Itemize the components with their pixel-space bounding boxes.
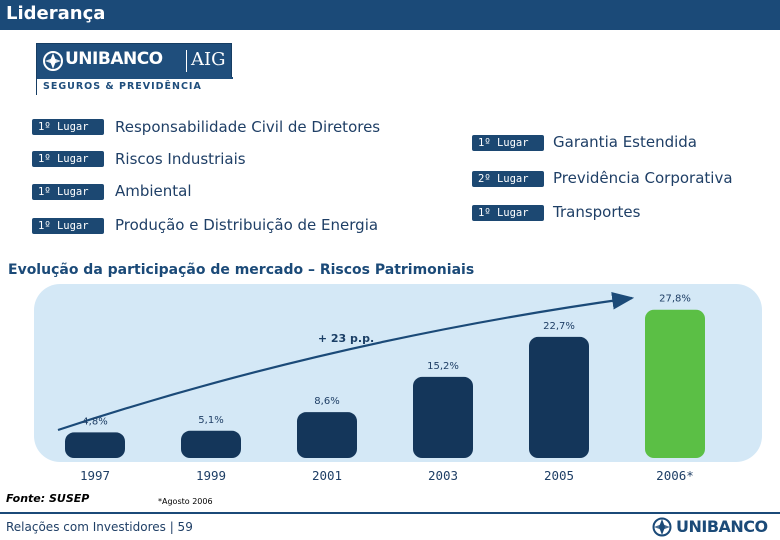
- data-label: 8,6%: [314, 396, 339, 407]
- unibanco-mark-icon: [43, 51, 63, 71]
- unibanco-aig-logo: UNIBANCO AIG SEGUROS & PREVIDÊNCIA: [36, 43, 233, 96]
- chart-panel: [34, 284, 762, 462]
- rank-badge: 1º Lugar: [472, 135, 544, 151]
- rank-badge: 1º Lugar: [32, 184, 104, 200]
- rank-label: Ambiental: [115, 182, 192, 200]
- x-tick-label: 2003: [428, 468, 458, 483]
- footer-brand: UNIBANCO: [676, 517, 768, 536]
- rank-label: Transportes: [553, 203, 641, 221]
- page-title: Liderança: [6, 3, 106, 24]
- footer-text: Relações com Investidores | 59: [6, 520, 193, 534]
- rank-badge: 1º Lugar: [32, 119, 104, 135]
- rank-label: Riscos Industriais: [115, 150, 246, 168]
- logo-top: UNIBANCO AIG: [37, 44, 233, 77]
- source-label: Fonte: SUSEP: [6, 492, 90, 505]
- data-label: 5,1%: [198, 415, 223, 426]
- logo-brand: UNIBANCO: [65, 49, 163, 69]
- logo-subtitle: SEGUROS & PREVIDÊNCIA: [43, 81, 202, 92]
- rank-badge: 1º Lugar: [472, 205, 544, 221]
- data-label: 15,2%: [427, 361, 459, 372]
- rank-badge: 2º Lugar: [472, 171, 544, 187]
- rank-badge: 1º Lugar: [32, 218, 104, 234]
- logo-bottom: SEGUROS & PREVIDÊNCIA: [37, 77, 233, 96]
- x-tick-label: 2006*: [656, 468, 694, 483]
- x-tick-label: 2001: [312, 468, 342, 483]
- bar-1999: [181, 430, 241, 458]
- rank-label: Garantia Estendida: [553, 133, 698, 151]
- section-title: Evolução da participação de mercado – Ri…: [8, 262, 475, 278]
- bar-2006: [645, 309, 705, 458]
- growth-annotation: + 23 p.p.: [318, 332, 374, 345]
- bar-2003: [413, 376, 473, 458]
- header-bar: Liderança: [0, 0, 780, 30]
- footer-logo: UNIBANCO: [652, 516, 776, 538]
- data-label: 4,8%: [82, 416, 107, 427]
- rank-label: Previdência Corporativa: [553, 169, 733, 187]
- rank-label: Produção e Distribuição de Energia: [115, 216, 379, 234]
- trend-arrow: [57, 292, 635, 432]
- bar-1997: [65, 432, 125, 458]
- footer-divider: [0, 512, 780, 514]
- x-tick-label: 1997: [80, 468, 110, 483]
- data-label: 22,7%: [543, 321, 575, 332]
- data-label: 27,8%: [659, 294, 691, 305]
- rank-badge: 1º Lugar: [32, 151, 104, 167]
- bar-2001: [297, 412, 357, 458]
- unibanco-mark-icon: [652, 517, 672, 537]
- x-tick-label: 1999: [196, 468, 226, 483]
- rank-label: Responsabilidade Civil de Diretores: [115, 118, 381, 136]
- bar-2005: [529, 336, 589, 458]
- footnote: *Agosto 2006: [158, 497, 213, 506]
- logo-partner: AIG: [191, 49, 226, 70]
- logo-separator: [186, 50, 187, 72]
- x-tick-label: 2005: [544, 468, 574, 483]
